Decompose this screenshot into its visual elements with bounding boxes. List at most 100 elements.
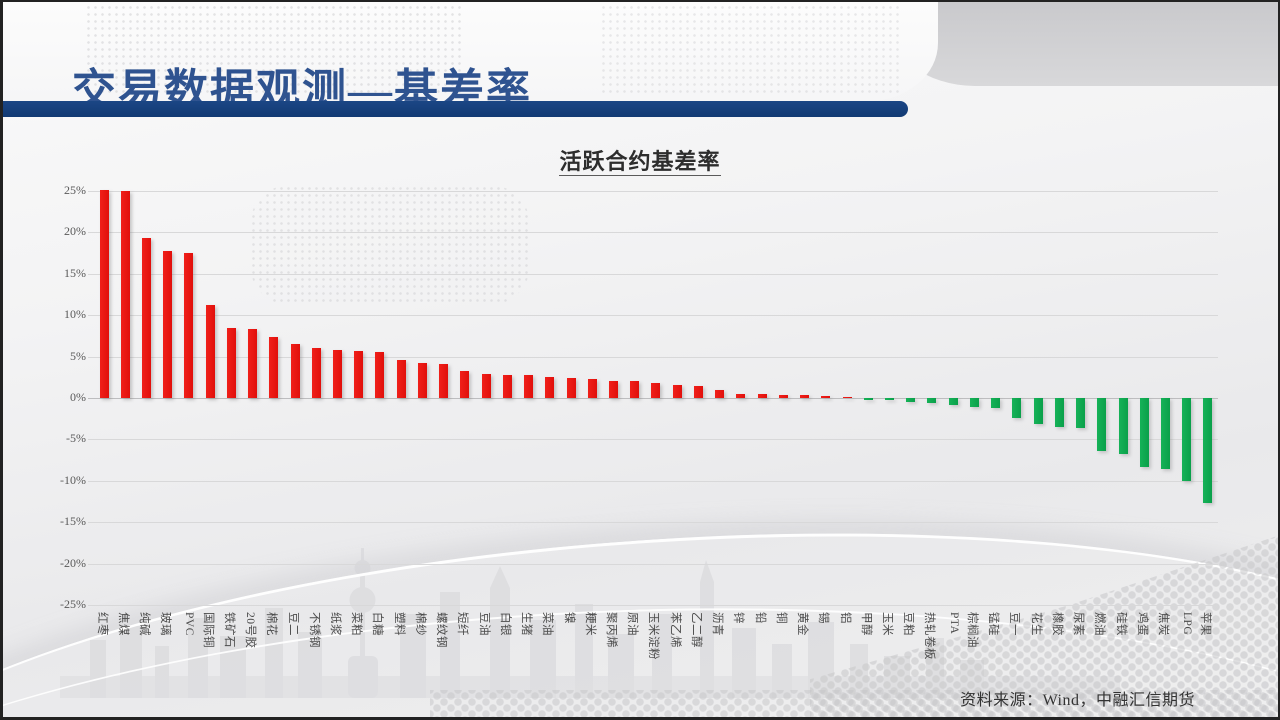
bar	[141, 238, 151, 398]
x-axis-category-label: 锌	[732, 612, 745, 624]
gridline	[88, 190, 1218, 192]
zero-gridline	[88, 398, 1218, 399]
x-axis-category-label: 菜粕	[350, 612, 363, 636]
x-axis-category-label: 白银	[498, 612, 511, 636]
bar	[524, 374, 534, 398]
bar	[1203, 398, 1213, 504]
bar	[1161, 398, 1170, 470]
bar	[120, 190, 130, 398]
bar	[566, 378, 576, 398]
bar	[290, 344, 300, 398]
x-axis-category-label: 棉花	[265, 612, 278, 636]
bar	[885, 398, 894, 401]
gridline	[88, 439, 1218, 441]
x-axis-category-label: 硅铁	[1114, 612, 1127, 636]
x-axis-category-label: 鸡蛋	[1135, 612, 1148, 636]
bar	[163, 250, 173, 398]
x-axis-category-label: 短纤	[456, 612, 469, 636]
x-axis-category-label: 螺纹钢	[435, 612, 448, 648]
bar	[1097, 398, 1107, 452]
bar	[417, 363, 427, 398]
bar	[333, 349, 343, 398]
gridline	[88, 480, 1218, 482]
x-axis-category-label: 玉米淀粉	[647, 612, 660, 660]
x-axis-category-label: 豆油	[477, 612, 490, 636]
source-note: 资料来源：Wind，中融汇信期货	[960, 692, 1195, 709]
x-axis-category-label: 生猪	[520, 612, 533, 636]
x-axis-category-label: 橡胶	[1050, 612, 1063, 636]
x-axis-category-label: 花生	[1029, 612, 1042, 636]
x-axis-category-label: 塑料	[392, 612, 405, 636]
y-axis-tick-label: -25%	[60, 597, 86, 612]
x-axis-category-label: 菜油	[541, 612, 554, 636]
bar	[821, 395, 831, 398]
x-axis-category-label: 粳米	[583, 612, 596, 636]
bar	[439, 364, 449, 398]
title-accent-bar	[0, 101, 908, 117]
bar	[1012, 398, 1022, 418]
gridline	[88, 273, 1218, 275]
x-axis-category-label: 镍	[562, 612, 575, 624]
bar	[311, 348, 321, 398]
bar	[354, 350, 364, 398]
x-axis-category-label: 玻璃	[159, 612, 172, 636]
x-axis-category-label: 豆一	[1008, 612, 1021, 636]
bar	[693, 386, 703, 398]
bar	[651, 383, 661, 398]
gridline	[88, 605, 1218, 607]
bar	[545, 377, 555, 398]
x-axis-category-label: 纸浆	[329, 612, 342, 636]
x-axis-category-label: 国际铜	[201, 612, 214, 648]
bar	[630, 381, 640, 398]
x-axis-category-label: 棕榈油	[965, 612, 978, 648]
bar	[184, 253, 194, 398]
bar	[1033, 398, 1043, 424]
x-axis-category-label: 原油	[626, 612, 639, 636]
x-axis-category-label: 苯乙烯	[668, 612, 681, 648]
y-axis-tick-label: 15%	[64, 265, 86, 280]
halftone-map-pattern	[250, 185, 530, 305]
gridline	[88, 232, 1218, 234]
bar	[609, 380, 619, 398]
bar	[969, 398, 979, 408]
honeycomb-pattern	[430, 690, 1280, 720]
x-axis-category-label: 聚丙烯	[605, 612, 618, 648]
bar	[1139, 398, 1149, 467]
x-axis-category-label: 焦炭	[1157, 612, 1169, 636]
bar	[375, 351, 385, 398]
bar	[1182, 398, 1192, 481]
bar	[99, 190, 109, 398]
bar	[736, 393, 746, 398]
bar	[481, 373, 491, 398]
x-axis-category-label: 黄金	[796, 612, 809, 636]
x-axis-category-label: 燃油	[1093, 612, 1106, 636]
bar	[948, 398, 958, 406]
bar	[226, 328, 236, 398]
x-axis-category-label: LPG	[1181, 612, 1194, 636]
x-axis-category-label: 白糖	[371, 612, 384, 636]
x-axis-category-label: 苹果	[1199, 612, 1212, 636]
corner-wedge-decoration	[885, 0, 1280, 86]
x-axis-category-label: 铜	[774, 612, 787, 624]
gridline	[88, 356, 1218, 358]
bar	[587, 378, 597, 398]
bar	[800, 394, 810, 398]
x-axis-category-label: PVC	[183, 612, 196, 636]
gridline	[88, 315, 1218, 317]
bar	[757, 393, 767, 398]
bar	[248, 329, 258, 398]
y-axis-tick-label: 10%	[64, 307, 86, 322]
x-axis-category-label: 铁矿石	[222, 612, 235, 648]
x-axis-category-label: 锰硅	[987, 612, 1000, 636]
y-axis-tick-label: -10%	[60, 472, 86, 487]
y-axis-tick-label: -5%	[66, 431, 86, 446]
x-axis-category-label: 豆粕	[902, 612, 915, 636]
y-axis-tick-label: 5%	[70, 348, 86, 363]
y-axis-tick-label: 25%	[64, 182, 86, 197]
halftone-map-pattern	[85, 4, 465, 96]
x-axis-category-label: 甲醇	[859, 612, 872, 636]
gridline	[88, 522, 1218, 524]
x-axis-category-label: 尿素	[1072, 612, 1085, 636]
